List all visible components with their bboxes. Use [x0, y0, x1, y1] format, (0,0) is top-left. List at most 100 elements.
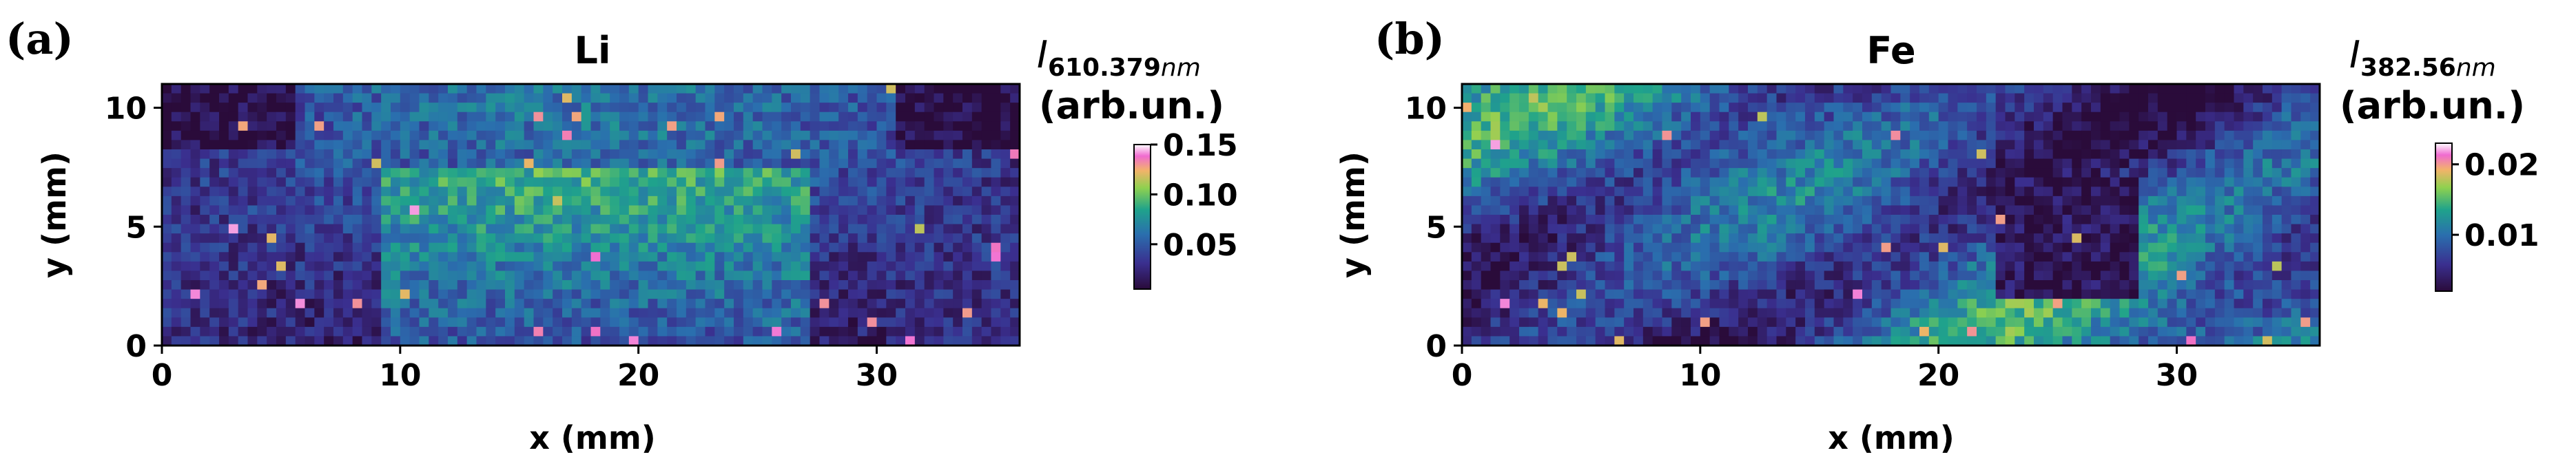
heatmap-cell — [1977, 261, 1987, 272]
heatmap-cell — [1691, 317, 1701, 328]
heatmap-cell — [857, 168, 868, 178]
heatmap-cell — [190, 224, 200, 234]
heatmap-cell — [1595, 252, 1606, 262]
heatmap-cell — [2081, 121, 2092, 131]
heatmap-cell — [1862, 177, 1873, 187]
heatmap-cell — [171, 93, 182, 103]
heatmap-cell — [962, 93, 973, 103]
heatmap-cell — [896, 299, 906, 309]
heatmap-cell — [371, 149, 382, 160]
heatmap-cell — [314, 224, 324, 234]
heatmap-cell — [848, 326, 858, 337]
heatmap-cell — [1948, 308, 1958, 318]
heatmap-cell — [800, 252, 811, 262]
heatmap-cell — [2167, 308, 2178, 318]
heatmap-cell — [1481, 317, 1492, 328]
heatmap-cell — [772, 261, 782, 272]
heatmap-cell — [1547, 261, 1558, 272]
heatmap-cell — [228, 308, 239, 318]
heatmap-cell — [495, 317, 506, 328]
heatmap-cell — [1624, 252, 1634, 262]
heatmap-cell — [219, 103, 229, 113]
heatmap-cell — [829, 252, 839, 262]
heatmap-cell — [342, 130, 353, 141]
heatmap-cell — [962, 140, 973, 150]
heatmap-cell — [2281, 233, 2292, 244]
heatmap-cell — [2253, 299, 2263, 309]
heatmap-cell — [1509, 187, 1520, 197]
heatmap-cell — [2205, 93, 2216, 103]
heatmap-cell — [714, 149, 725, 160]
heatmap-cell — [285, 158, 296, 169]
heatmap-cell — [2062, 187, 2072, 197]
heatmap-cell — [419, 271, 429, 281]
heatmap-cell — [505, 252, 515, 262]
heatmap-cell — [438, 242, 449, 253]
heatmap-cell — [1757, 317, 1768, 328]
heatmap-cell — [896, 224, 906, 234]
heatmap-cell — [1681, 195, 1691, 206]
heatmap-cell — [2205, 289, 2216, 299]
heatmap-cell — [1795, 280, 1806, 290]
heatmap-cell — [448, 103, 458, 113]
heatmap-cell — [991, 252, 1001, 262]
heatmap-cell — [1634, 195, 1644, 206]
heatmap-cell — [381, 112, 391, 122]
heatmap-cell — [1824, 177, 1835, 187]
heatmap-cell — [2091, 103, 2101, 113]
heatmap-cell — [1538, 280, 1549, 290]
heatmap-cell — [514, 121, 525, 131]
heatmap-cell — [1642, 326, 1653, 337]
heatmap-cell — [457, 242, 468, 253]
heatmap-cell — [190, 149, 200, 160]
heatmap-cell — [1585, 224, 1596, 234]
heatmap-cell — [209, 149, 220, 160]
heatmap-cell — [362, 187, 372, 197]
heatmap-cell — [438, 299, 449, 309]
heatmap-cell — [2043, 289, 2054, 299]
heatmap-cell — [371, 336, 382, 346]
heatmap-cell — [1881, 121, 1892, 131]
heatmap-cell — [1642, 140, 1653, 150]
heatmap-cell — [1662, 112, 1672, 122]
heatmap-cell — [505, 336, 515, 346]
heatmap-cell — [657, 177, 668, 187]
heatmap-cell — [857, 195, 868, 206]
heatmap-cell — [714, 336, 725, 346]
heatmap-cell — [896, 205, 906, 215]
heatmap-cell — [1919, 233, 1930, 244]
heatmap-cell — [714, 289, 725, 299]
heatmap-cell — [1509, 224, 1520, 234]
heatmap-cell — [162, 299, 172, 309]
heatmap-cell — [2081, 205, 2092, 215]
heatmap-cell — [2310, 158, 2320, 169]
heatmap-cell — [1928, 271, 1939, 281]
heatmap-cell — [800, 326, 811, 337]
heatmap-cell — [1719, 112, 1729, 122]
heatmap-cell — [848, 233, 858, 244]
heatmap-cell — [1700, 317, 1711, 328]
heatmap-cell — [1948, 271, 1958, 281]
heatmap-cell — [705, 252, 715, 262]
heatmap-cell — [781, 149, 792, 160]
heatmap-cell — [714, 308, 725, 318]
heatmap-cell — [486, 168, 496, 178]
heatmap-cell — [1557, 308, 1567, 318]
heatmap-cell — [2253, 233, 2263, 244]
heatmap-cell — [1938, 280, 1949, 290]
heatmap-cell — [810, 187, 821, 197]
heatmap-cell — [610, 242, 620, 253]
heatmap-cell — [905, 261, 916, 272]
heatmap-cell — [752, 280, 763, 290]
heatmap-cell — [1776, 112, 1786, 122]
heatmap-cell — [1814, 317, 1825, 328]
heatmap-cell — [505, 299, 515, 309]
heatmap-cell — [1977, 140, 1987, 150]
heatmap-cell — [1814, 205, 1825, 215]
heatmap-cell — [2129, 93, 2139, 103]
heatmap-cell — [2015, 205, 2025, 215]
heatmap-cell — [896, 140, 906, 150]
heatmap-cell — [381, 177, 391, 187]
heatmap-cell — [162, 317, 172, 328]
heatmap-cell — [333, 205, 344, 215]
